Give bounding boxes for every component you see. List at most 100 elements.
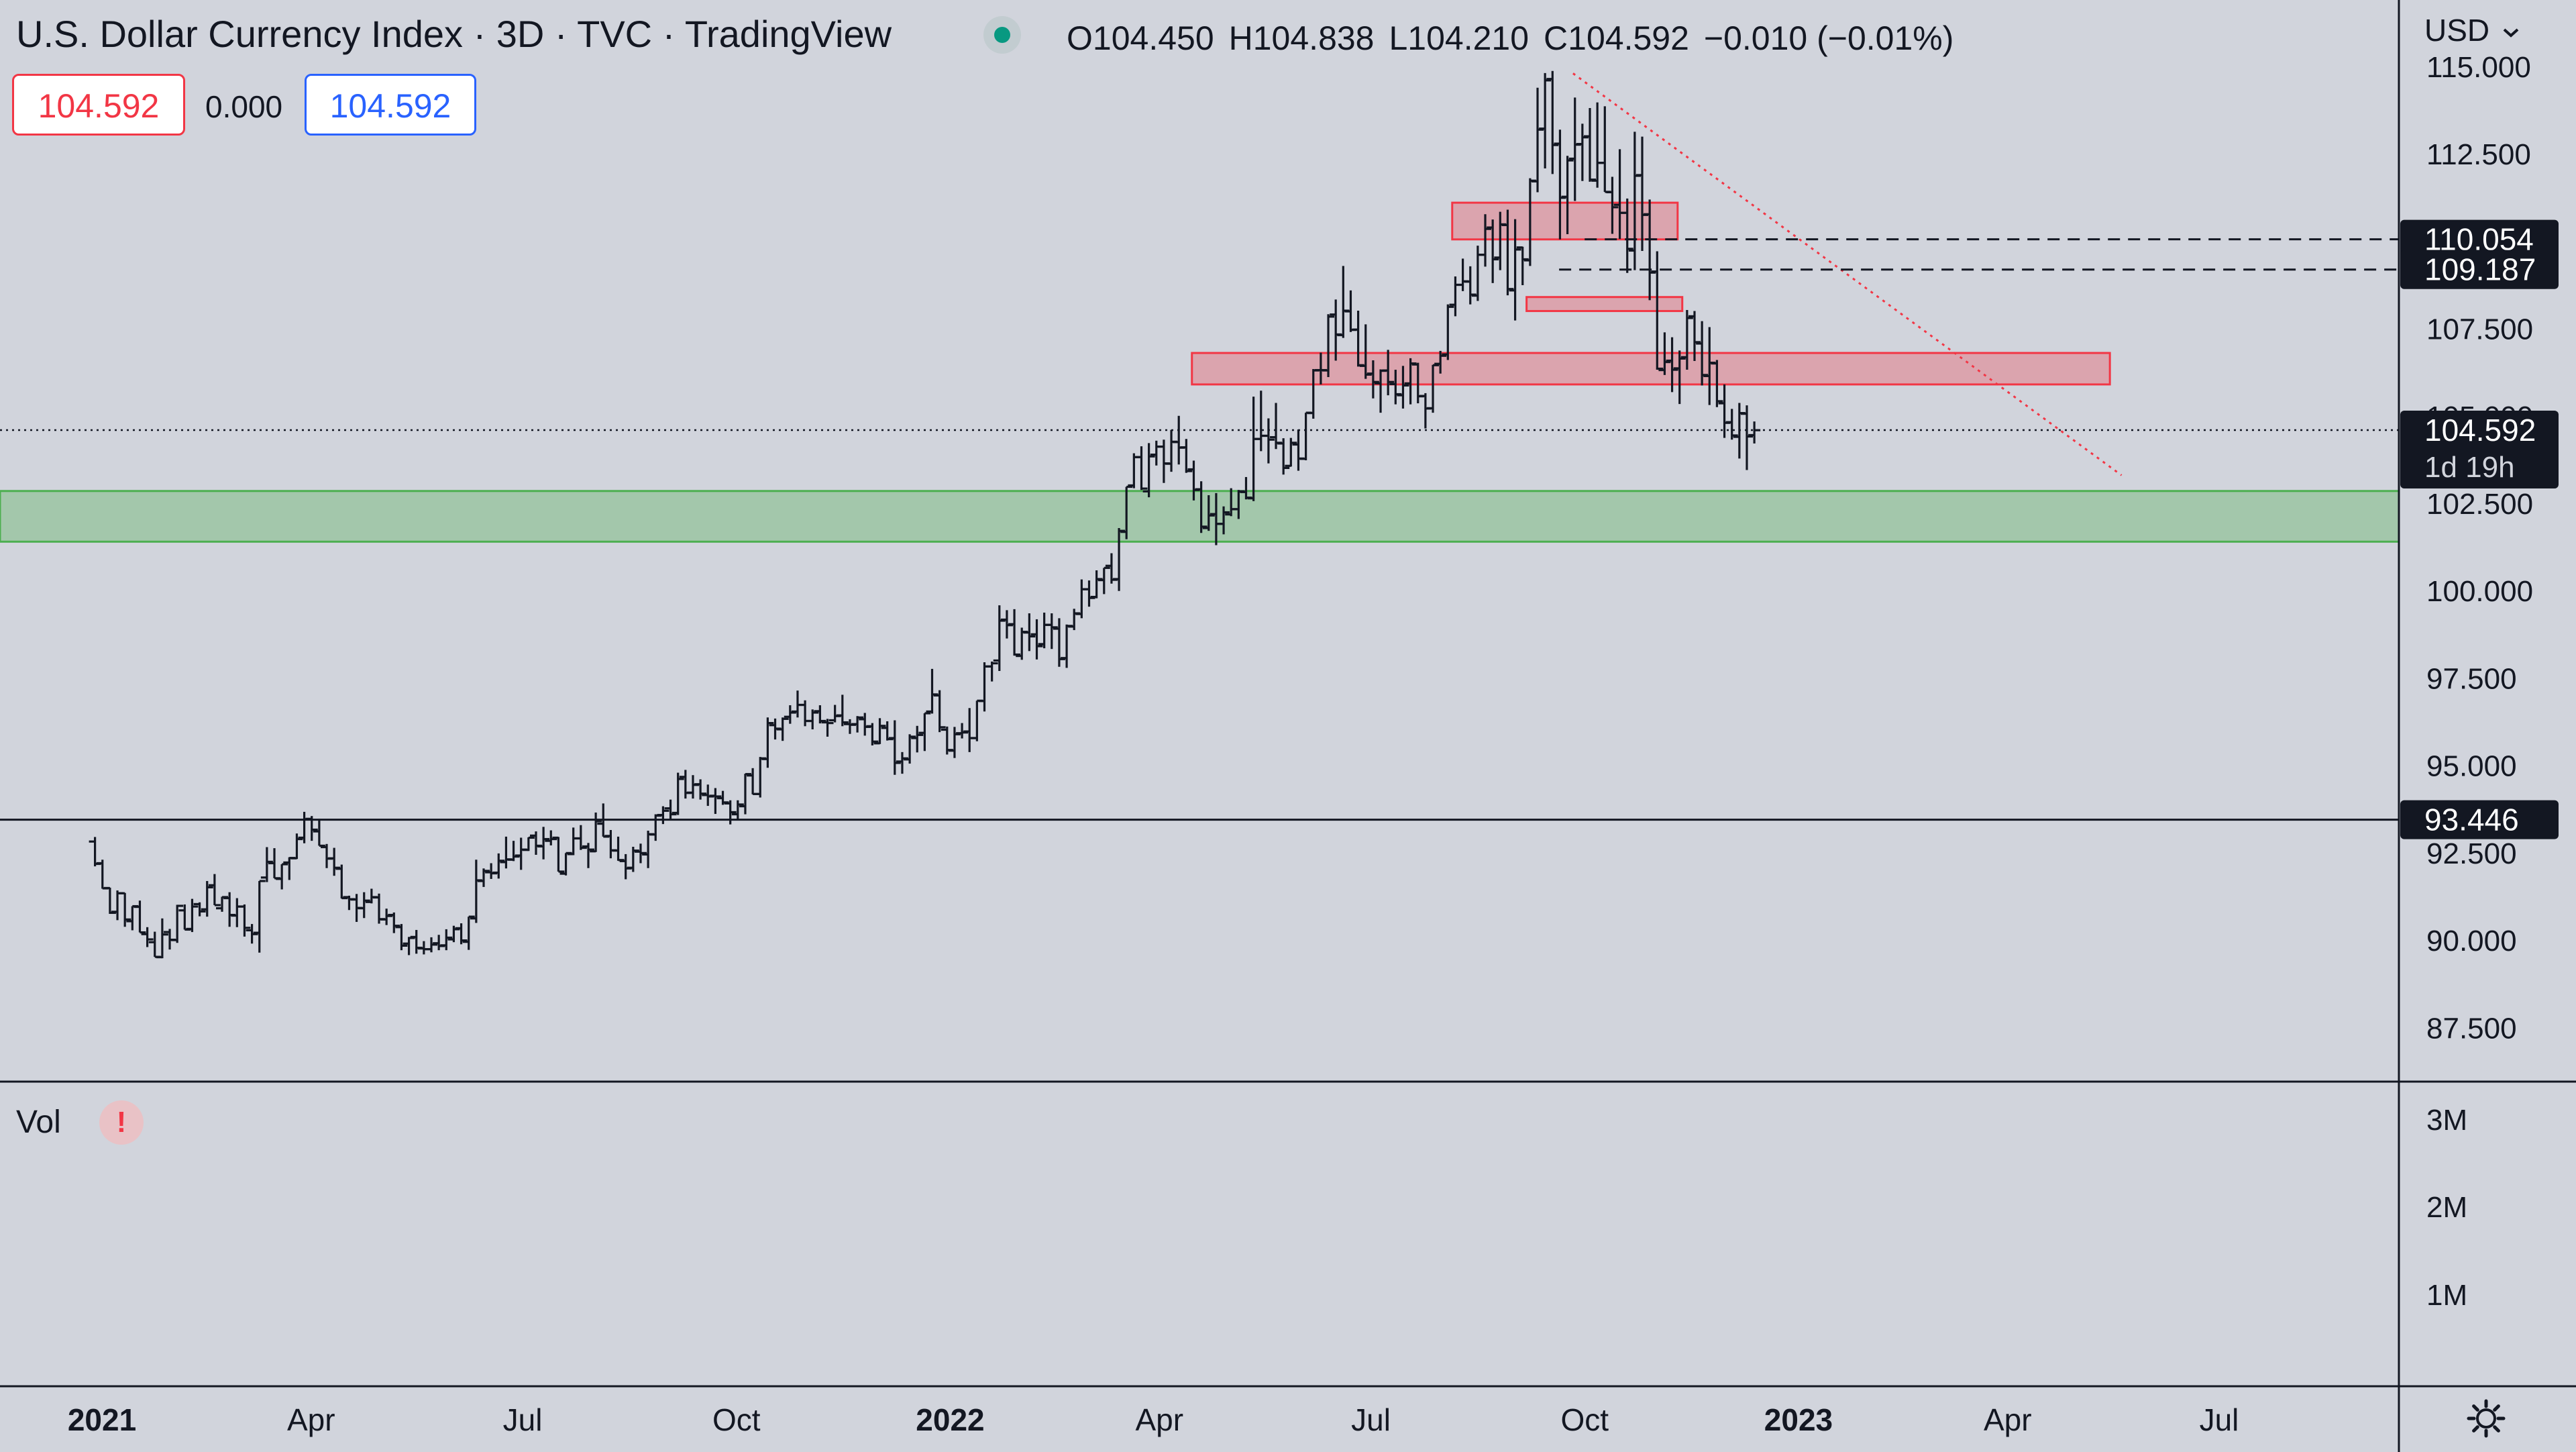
supply-zone-1[interactable] — [1525, 296, 1684, 313]
demand-zone-3[interactable] — [0, 490, 2400, 543]
ohlc-bar — [814, 705, 826, 724]
y-tick-label: 107.500 — [2426, 313, 2533, 346]
y-tick-label: 92.500 — [2426, 837, 2517, 870]
ohlc-bar — [672, 772, 684, 815]
ohlc-bar — [537, 827, 550, 860]
ohlc-bar — [904, 734, 916, 764]
ohlc-bar — [1509, 219, 1521, 321]
ohlc-bar — [1666, 337, 1678, 393]
buy-button[interactable]: 104.592 — [305, 74, 476, 136]
ohlc-bar — [1397, 366, 1409, 409]
price-label-3[interactable]: 93.446 — [2400, 800, 2559, 839]
ohlc-bar — [582, 843, 594, 868]
y-tick-label: 100.000 — [2426, 575, 2533, 608]
ohlc-bar — [305, 816, 318, 841]
ohlc-bar — [1479, 214, 1492, 267]
ohlc-bar — [260, 847, 273, 882]
ohlc-bar — [1427, 364, 1440, 413]
ohlc-bar — [806, 709, 819, 729]
supply-zone-2[interactable] — [1191, 352, 2111, 386]
ohlc-bar — [1180, 439, 1193, 473]
ohlc-bar — [1218, 506, 1230, 535]
x-tick-label: Apr — [1984, 1402, 2032, 1437]
ohlc-bar — [933, 690, 946, 733]
ohlc-bar — [119, 892, 131, 927]
price-label-text: 109.187 — [2424, 252, 2536, 287]
ohlc-bar — [313, 819, 325, 847]
x-tick-label: Jul — [2200, 1402, 2239, 1437]
price-label-1[interactable]: 109.187 — [2400, 250, 2559, 289]
y-tick-label: 102.500 — [2426, 488, 2533, 521]
ohlc-bar — [1434, 350, 1447, 374]
ohlc-bar — [888, 720, 901, 775]
ohlc-bar — [1711, 360, 1723, 407]
x-tick-label: Apr — [1135, 1402, 1183, 1437]
ohlc-bar — [1322, 314, 1335, 377]
ohlc-bar — [455, 923, 468, 945]
market-status-icon[interactable] — [983, 16, 1021, 54]
ohlc-bar — [1277, 438, 1290, 475]
ohlc-bar — [1501, 209, 1514, 296]
ohlc-bar — [1135, 446, 1148, 490]
ohlc-bar — [836, 694, 849, 727]
ohlc-bar — [425, 937, 437, 953]
exclamation-icon[interactable]: ! — [99, 1100, 144, 1145]
ohlc-bar — [1097, 566, 1110, 594]
x-tick-label: 2021 — [68, 1402, 136, 1437]
ohlc-bar — [193, 902, 206, 917]
currency-label: USD — [2424, 13, 2490, 48]
volume-tick-label: 1M — [2426, 1279, 2467, 1312]
supply-zone-0[interactable] — [1451, 201, 1679, 241]
chevron-down-icon — [2503, 28, 2519, 38]
ohlc-bar — [664, 799, 677, 819]
ohlc-bar — [1487, 219, 1499, 283]
ohlc-bar — [1262, 418, 1275, 464]
y-tick-label: 95.000 — [2426, 750, 2517, 783]
x-tick-label: Apr — [287, 1402, 335, 1437]
y-tick-label: 115.000 — [2426, 51, 2531, 84]
ohlc-open: O104.450 — [1067, 19, 1214, 57]
ohlc-bar — [171, 904, 184, 943]
gear-icon[interactable] — [2466, 1398, 2506, 1445]
volume-tick-label: 3M — [2426, 1104, 2467, 1137]
ohlc-bar — [918, 712, 931, 751]
x-tick-label: Oct — [1560, 1402, 1609, 1437]
ohlc-bar — [1008, 609, 1021, 656]
sell-button[interactable]: 104.592 — [12, 74, 185, 136]
ohlc-bar — [1561, 156, 1574, 234]
ohlc-bar — [1030, 619, 1043, 660]
x-tick-label: Oct — [712, 1402, 761, 1437]
ohlc-bar — [238, 904, 251, 937]
ohlc-bar — [186, 898, 199, 933]
ohlc-bar — [290, 833, 303, 860]
y-tick-label: 97.500 — [2426, 662, 2517, 695]
ohlc-bar — [1045, 613, 1058, 650]
y-tick-label: 87.500 — [2426, 1012, 2517, 1045]
ohlc-bar — [1382, 350, 1395, 396]
resistance-trendline[interactable] — [1572, 72, 2123, 476]
ohlc-bar — [985, 661, 998, 682]
ohlc-bar — [724, 800, 737, 825]
ohlc-bar — [440, 929, 453, 951]
ohlc-bar — [1285, 437, 1297, 467]
ohlc-bar — [156, 918, 168, 959]
volume-indicator-label[interactable]: Vol — [16, 1104, 61, 1140]
ohlc-bar — [1688, 311, 1701, 362]
currency-selector[interactable]: USD — [2424, 12, 2520, 48]
ohlc-bar — [1120, 485, 1133, 539]
ohlc-bar — [246, 924, 258, 944]
price-label-text: 93.446 — [2424, 802, 2519, 837]
ohlc-close: C104.592 — [1544, 19, 1689, 57]
ohlc-bar — [1621, 198, 1633, 273]
ohlc-bar — [1366, 360, 1379, 399]
settings-icon-graphic — [2467, 1399, 2506, 1438]
bar-countdown: 1d 19h — [2424, 451, 2515, 484]
ohlc-bar — [1658, 332, 1671, 375]
ohlc-bar — [522, 836, 535, 851]
ohlc-bar — [866, 723, 879, 745]
volume-tick-label: 2M — [2426, 1191, 2467, 1224]
